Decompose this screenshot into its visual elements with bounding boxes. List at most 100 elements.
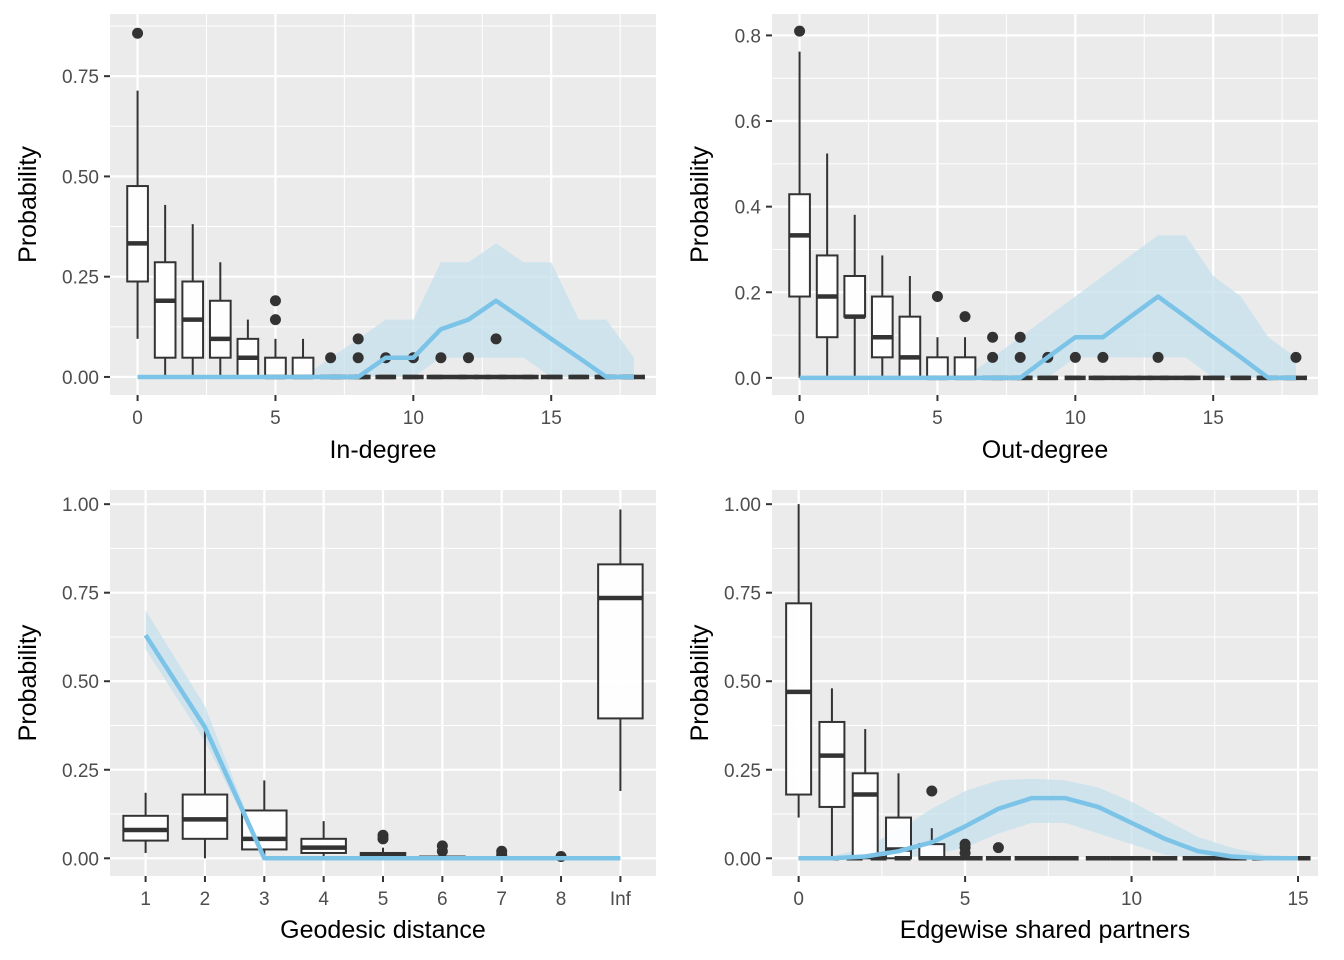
y-tick-label: 0.50 bbox=[62, 167, 99, 188]
boxplot-2 bbox=[181, 224, 205, 377]
simulated-range-ribbon bbox=[137, 243, 634, 377]
simulated-mean-line bbox=[799, 294, 1296, 381]
boxplot-3 bbox=[870, 255, 894, 378]
x-tick-label: 1 bbox=[140, 889, 151, 910]
x-axis-title: Out-degree bbox=[982, 436, 1108, 464]
y-tick-label: 0.50 bbox=[62, 672, 99, 693]
boxplot-1 bbox=[122, 792, 169, 853]
box bbox=[785, 602, 813, 796]
x-tick-label: 5 bbox=[270, 408, 281, 429]
box bbox=[181, 793, 229, 840]
y-tick-label: 0.8 bbox=[735, 26, 761, 47]
y-tick-label: 1.00 bbox=[724, 495, 761, 516]
boxplot-1 bbox=[818, 688, 846, 859]
y-axis-title: Probability bbox=[14, 146, 42, 263]
outlier-point bbox=[959, 311, 971, 323]
box bbox=[241, 809, 288, 851]
outlier-point bbox=[490, 333, 502, 345]
boxplot-1 bbox=[815, 153, 839, 378]
panel-edgewise-shared-partners: 0.00 0.25 0.50 0.75 1.00 0 5 10 15 Edgewise share… bbox=[686, 490, 1318, 944]
panel-geodesic-distance: 0.00 0.25 0.50 0.75 1.00 1 2 3 4 5 6 7 8 Inf Geodesic … bbox=[14, 490, 656, 944]
outlier-point bbox=[794, 25, 806, 37]
outlier-point bbox=[462, 352, 474, 364]
outlier-point bbox=[992, 842, 1004, 854]
simulated-mean-line bbox=[143, 633, 621, 861]
outlier-point bbox=[1097, 351, 1109, 363]
panel-in-degree: 0.00 0.25 0.50 0.75 0 5 10 15 In-degree Probabili… bbox=[14, 14, 656, 464]
x-axis-title: In-degree bbox=[329, 436, 436, 464]
x-tick-label: 2 bbox=[200, 889, 211, 910]
boxplot-0 bbox=[126, 27, 149, 339]
x-tick-label: 10 bbox=[1121, 889, 1142, 910]
y-tick-label: 0.4 bbox=[735, 198, 762, 219]
outlier-point bbox=[377, 829, 389, 841]
outlier-point bbox=[269, 314, 281, 326]
x-tick-label: 5 bbox=[932, 408, 943, 429]
outlier-point bbox=[269, 295, 281, 307]
y-tick-label: 0.6 bbox=[735, 112, 761, 133]
outlier-point bbox=[987, 331, 999, 343]
panel-out-degree: 0.0 0.2 0.4 0.6 0.8 0 5 10 15 Out-degree Probabili… bbox=[686, 14, 1318, 464]
box bbox=[153, 261, 177, 359]
x-tick-label: 10 bbox=[403, 408, 424, 429]
boxplot-5 bbox=[359, 829, 407, 860]
y-tick-label: 0.00 bbox=[62, 849, 99, 870]
outlier-point bbox=[132, 27, 144, 39]
outlier-point bbox=[1152, 351, 1164, 363]
outlier-point bbox=[352, 333, 364, 345]
boxplot-9 bbox=[597, 509, 644, 792]
outlier-point bbox=[931, 291, 943, 303]
box bbox=[818, 720, 846, 808]
boxplot-0 bbox=[788, 25, 811, 378]
y-tick-label: 0.75 bbox=[724, 584, 761, 605]
box bbox=[953, 356, 977, 379]
x-tick-label: 8 bbox=[556, 889, 567, 910]
outlier-point bbox=[959, 838, 971, 850]
box bbox=[870, 295, 894, 359]
outlier-point bbox=[352, 352, 364, 364]
boxplot-5 bbox=[264, 295, 287, 380]
x-tick-label: Inf bbox=[610, 889, 632, 910]
x-tick-label: 5 bbox=[960, 889, 971, 910]
boxplot-2 bbox=[843, 214, 867, 378]
box bbox=[898, 315, 922, 379]
x-axis-title: Edgewise shared partners bbox=[900, 916, 1190, 944]
x-tick-label: 4 bbox=[318, 889, 329, 910]
simulated-mean-line bbox=[137, 298, 634, 380]
x-tick-label: 0 bbox=[793, 889, 804, 910]
box bbox=[788, 193, 811, 298]
box bbox=[851, 772, 879, 860]
simulated-range-ribbon bbox=[798, 778, 1299, 859]
x-tick-label: 10 bbox=[1065, 408, 1086, 429]
x-tick-label: 0 bbox=[132, 408, 143, 429]
box bbox=[291, 356, 315, 378]
boxplot-1 bbox=[153, 204, 177, 377]
x-axis-title: Geodesic distance bbox=[280, 916, 486, 944]
outlier-point bbox=[325, 352, 337, 364]
x-tick-label: 5 bbox=[378, 889, 389, 910]
y-tick-label: 0.25 bbox=[62, 761, 99, 782]
y-tick-label: 0.50 bbox=[724, 672, 761, 693]
outlier-point bbox=[1069, 351, 1081, 363]
x-tick-label: 6 bbox=[437, 889, 448, 910]
x-tick-label: 15 bbox=[1203, 408, 1224, 429]
outlier-point bbox=[435, 352, 447, 364]
y-tick-label: 0.25 bbox=[62, 268, 99, 289]
x-tick-label: 7 bbox=[496, 889, 507, 910]
y-tick-label: 0.25 bbox=[724, 761, 761, 782]
y-tick-label: 0.75 bbox=[62, 67, 99, 88]
outlier-point bbox=[1014, 331, 1026, 343]
y-tick-label: 0.0 bbox=[735, 369, 761, 390]
x-tick-label: 15 bbox=[1287, 889, 1308, 910]
boxplot-2 bbox=[181, 730, 229, 859]
outlier-point bbox=[1014, 351, 1026, 363]
box bbox=[926, 356, 949, 379]
y-tick-label: 0.2 bbox=[735, 283, 761, 304]
box bbox=[208, 299, 232, 359]
outlier-point bbox=[1290, 351, 1302, 363]
y-tick-label: 1.00 bbox=[62, 495, 99, 516]
y-tick-label: 0.75 bbox=[62, 584, 99, 605]
outlier-point bbox=[926, 785, 938, 797]
outlier-point bbox=[987, 351, 999, 363]
